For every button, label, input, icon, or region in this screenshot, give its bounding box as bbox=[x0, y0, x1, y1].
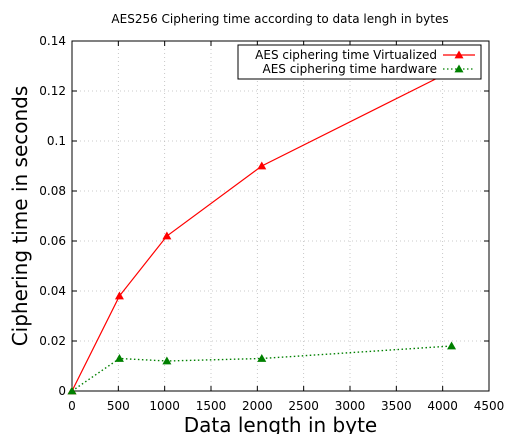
data-point bbox=[114, 354, 124, 362]
legend-item: AES ciphering time Virtualized bbox=[255, 48, 475, 62]
legend-box bbox=[237, 44, 482, 80]
legend-swatch-marker bbox=[454, 64, 464, 73]
legend-label: AES ciphering time hardware bbox=[262, 62, 437, 76]
y-tick-label: 0 bbox=[58, 384, 66, 398]
data-point bbox=[114, 291, 124, 300]
x-tick-label: 2000 bbox=[242, 399, 273, 413]
x-tick-label: 3000 bbox=[335, 399, 366, 413]
x-tick-label: 3500 bbox=[381, 399, 412, 413]
data-point bbox=[162, 356, 172, 365]
series-2 bbox=[67, 341, 457, 395]
chart-title: AES256 Ciphering time according to data … bbox=[111, 12, 448, 26]
data-point bbox=[257, 161, 267, 170]
data-point bbox=[257, 354, 267, 362]
x-tick-label: 4500 bbox=[474, 399, 505, 413]
y-axis-title: Ciphering time in seconds bbox=[8, 86, 32, 347]
x-tick-label: 0 bbox=[68, 399, 76, 413]
x-tick-label: 2500 bbox=[288, 399, 319, 413]
data-point bbox=[162, 231, 172, 240]
x-axis-title: Data length in byte bbox=[184, 413, 378, 434]
y-tick-label: 0.06 bbox=[39, 234, 66, 248]
y-tick-label: 0.04 bbox=[39, 284, 66, 298]
y-tick-label: 0.12 bbox=[39, 84, 66, 98]
y-tick-label: 0.08 bbox=[39, 184, 66, 198]
legend-label: AES ciphering time Virtualized bbox=[255, 48, 437, 62]
x-tick-label: 500 bbox=[107, 399, 130, 413]
series-layer bbox=[67, 66, 457, 395]
data-point bbox=[447, 341, 457, 350]
legend-item: AES ciphering time hardware bbox=[262, 62, 475, 76]
x-tick-label: 4000 bbox=[427, 399, 458, 413]
grid bbox=[72, 41, 489, 391]
y-tick-label: 0.02 bbox=[39, 334, 66, 348]
data-point bbox=[67, 386, 77, 395]
x-tick-label: 1500 bbox=[196, 399, 227, 413]
legend-swatch-marker bbox=[454, 50, 464, 59]
axes: 0 500 1000 1500 2000 2500 3000 3500 4000 4500 0 0.0… bbox=[39, 34, 504, 413]
y-tick-label: 0.1 bbox=[47, 134, 66, 148]
y-tick-label: 0.14 bbox=[39, 34, 66, 48]
plot-frame bbox=[71, 40, 490, 392]
x-tick-label: 1000 bbox=[149, 399, 180, 413]
